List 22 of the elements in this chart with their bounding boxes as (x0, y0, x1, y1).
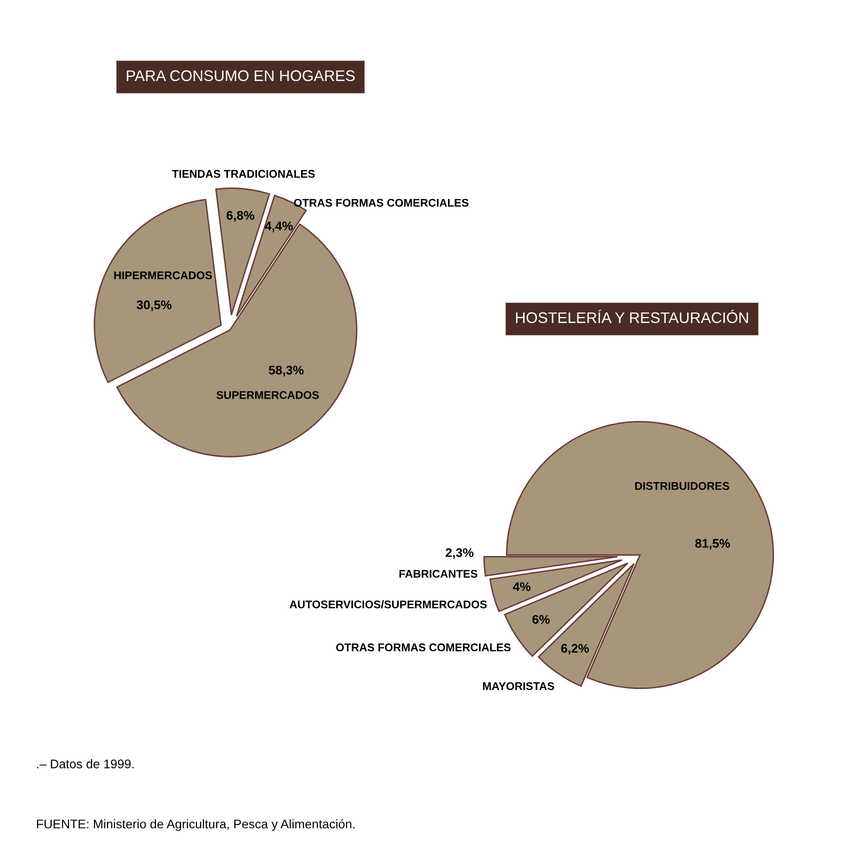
slice-label: MAYORISTAS (483, 682, 554, 690)
source-note: FUENTE: Ministerio de Agricultura, Pesca y Alimentación. (37, 819, 354, 831)
data-label: 4% (512, 582, 530, 592)
slice-label: DISTRIBUIDORES (635, 482, 730, 490)
data-label: 58,3% (268, 366, 304, 376)
chart-title: PARA CONSUMO EN HOGARES (126, 70, 355, 82)
slice-label: TIENDAS TRADICIONALES (172, 170, 315, 178)
slice-label: AUTOSERVICIOS/SUPERMERCADOS (290, 600, 487, 608)
slice-label: SUPERMERCADOS (216, 391, 319, 399)
data-label: 6,8% (226, 210, 254, 222)
slice-label: FABRICANTES (399, 570, 478, 578)
data-label: 6,2% (561, 644, 589, 655)
data-label: 81,5% (695, 538, 730, 550)
data-label: 4,4% (264, 222, 293, 232)
data-label: 2,3% (446, 548, 474, 559)
chart-title: HOSTELERÍA Y RESTAURACIÓN (516, 310, 748, 324)
data-label: 30,5% (136, 300, 172, 312)
slice-label: HIPERMERCADOS (114, 271, 212, 280)
slice-label: OTRAS FORMAS COMERCIALES (294, 198, 468, 207)
slice-label: OTRAS FORMAS COMERCIALES (336, 643, 511, 652)
text: .– Datos de 1999. (37, 759, 134, 768)
data-label: 6% (532, 614, 550, 624)
